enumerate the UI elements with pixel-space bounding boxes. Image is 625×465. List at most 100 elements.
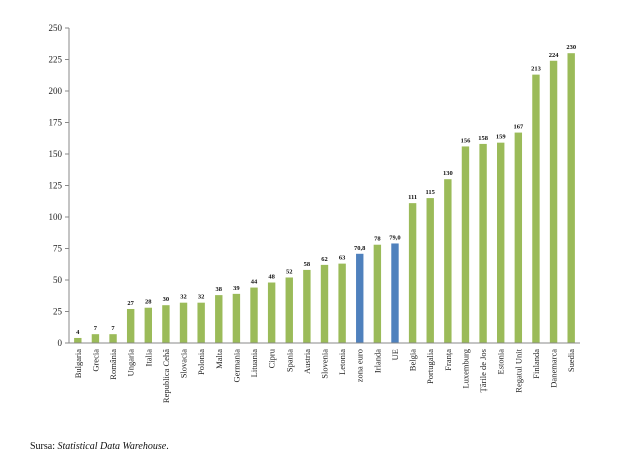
bar <box>444 179 452 343</box>
y-tick-label: 250 <box>49 23 63 33</box>
x-tick-label: Lituania <box>249 349 259 378</box>
bar <box>285 277 293 343</box>
x-tick-label: Estonia <box>496 349 506 375</box>
data-label: 111 <box>408 194 417 201</box>
data-label: 4 <box>76 329 80 336</box>
bar <box>144 307 152 343</box>
data-label: 28 <box>145 299 152 306</box>
bar <box>391 243 399 343</box>
y-tick-label: 50 <box>53 275 63 285</box>
x-tick-label: Bulgaria <box>73 349 83 378</box>
x-tick-label: Franța <box>443 349 453 371</box>
data-label: 39 <box>233 285 240 292</box>
y-tick-label: 100 <box>49 212 63 222</box>
data-label: 159 <box>496 134 507 141</box>
data-label: 115 <box>426 189 436 196</box>
data-label: 78 <box>374 236 381 243</box>
y-tick-label: 200 <box>49 86 63 96</box>
data-label: 230 <box>566 44 576 51</box>
bar <box>109 334 117 343</box>
data-label: 70,8 <box>354 245 366 252</box>
bar <box>567 53 575 343</box>
bar <box>479 143 487 343</box>
x-tick-label: Danemarca <box>549 349 559 388</box>
bar <box>179 302 188 343</box>
data-label: 32 <box>180 294 187 301</box>
x-tick-label: Italia <box>143 349 153 367</box>
y-tick-label: 125 <box>49 181 63 191</box>
source-note: Sursa: Statistical Data Warehouse. <box>30 441 169 452</box>
data-label: 58 <box>304 261 311 268</box>
x-tick-label: Slovacia <box>179 349 189 378</box>
x-tick-label: Cipru <box>267 348 277 368</box>
bar <box>426 198 434 343</box>
y-tick-label: 75 <box>53 244 63 254</box>
data-label: 32 <box>198 294 205 301</box>
x-tick-label: Slovenia <box>320 349 330 379</box>
data-label: 27 <box>127 300 134 307</box>
x-tick-label: zona euro <box>355 349 365 382</box>
data-label: 63 <box>339 255 346 262</box>
x-tick-label: Spania <box>284 349 294 372</box>
bar <box>461 146 470 343</box>
bar <box>197 302 205 343</box>
x-tick-label: Polonia <box>196 349 206 375</box>
x-tick-label: Grecia <box>90 349 100 372</box>
x-tick-label: Malta <box>214 349 224 369</box>
data-label: 7 <box>111 325 115 332</box>
bars <box>74 53 575 344</box>
y-tick-label: 25 <box>53 307 63 317</box>
x-tick-label: Austria <box>302 349 312 374</box>
data-label: 213 <box>531 66 542 73</box>
data-label: 130 <box>443 170 453 177</box>
bar-chart: 0 25 50 75 100 125 150 175 200 225 250 4 7 7 27 28 30 32… <box>49 23 580 403</box>
bar <box>126 308 135 343</box>
x-tick-label: Germania <box>231 349 241 383</box>
x-tick-label: UE <box>390 349 400 360</box>
bar <box>232 293 241 343</box>
x-tick-label: Belgia <box>408 349 418 371</box>
bar <box>91 334 100 343</box>
bar <box>338 263 346 343</box>
y-tick-label: 175 <box>49 118 63 128</box>
bar <box>514 132 523 343</box>
data-label: 224 <box>549 52 560 59</box>
source-name: Statistical Data Warehouse <box>57 441 167 452</box>
x-tick-label: Suedia <box>566 349 576 372</box>
x-tick-label: Portugalia <box>425 349 435 384</box>
bar <box>303 269 311 343</box>
x-tick-label: Irlanda <box>372 349 382 373</box>
bar <box>215 295 223 343</box>
data-label: 62 <box>321 256 328 263</box>
bar <box>320 264 329 343</box>
bar <box>408 203 417 343</box>
y-axis: 0 25 50 75 100 125 150 175 200 225 250 <box>49 23 70 348</box>
source-prefix: Sursa: <box>30 441 58 452</box>
data-label: 30 <box>163 296 170 303</box>
data-label: 38 <box>216 286 223 293</box>
x-tick-label: România <box>108 349 118 380</box>
bar <box>267 282 276 343</box>
y-tick-label: 0 <box>58 338 63 348</box>
x-tick-label: Republica Cehă <box>161 349 171 403</box>
x-tick-label: Ungaria <box>126 349 136 377</box>
data-label: 79,0 <box>389 234 400 241</box>
bar <box>356 253 364 343</box>
x-tick-label: Finlanda <box>531 349 541 379</box>
bar <box>162 305 170 343</box>
x-tick-label: Luxemburg <box>460 348 470 388</box>
bar <box>497 142 505 343</box>
x-axis: Bulgaria Grecia România Ungaria Italia Republ… <box>69 342 580 403</box>
bar <box>373 244 382 343</box>
y-tick-label: 225 <box>49 55 63 65</box>
bar <box>549 60 558 343</box>
data-label: 52 <box>286 268 293 275</box>
data-label: 156 <box>461 137 472 144</box>
data-label: 167 <box>513 124 524 131</box>
data-label: 7 <box>94 325 98 332</box>
data-label: 44 <box>251 279 258 286</box>
source-suffix: . <box>166 441 169 452</box>
x-tick-label: Letonia <box>337 349 347 375</box>
data-label: 158 <box>478 135 489 142</box>
x-tick-label: Țările de Jos <box>478 349 489 392</box>
